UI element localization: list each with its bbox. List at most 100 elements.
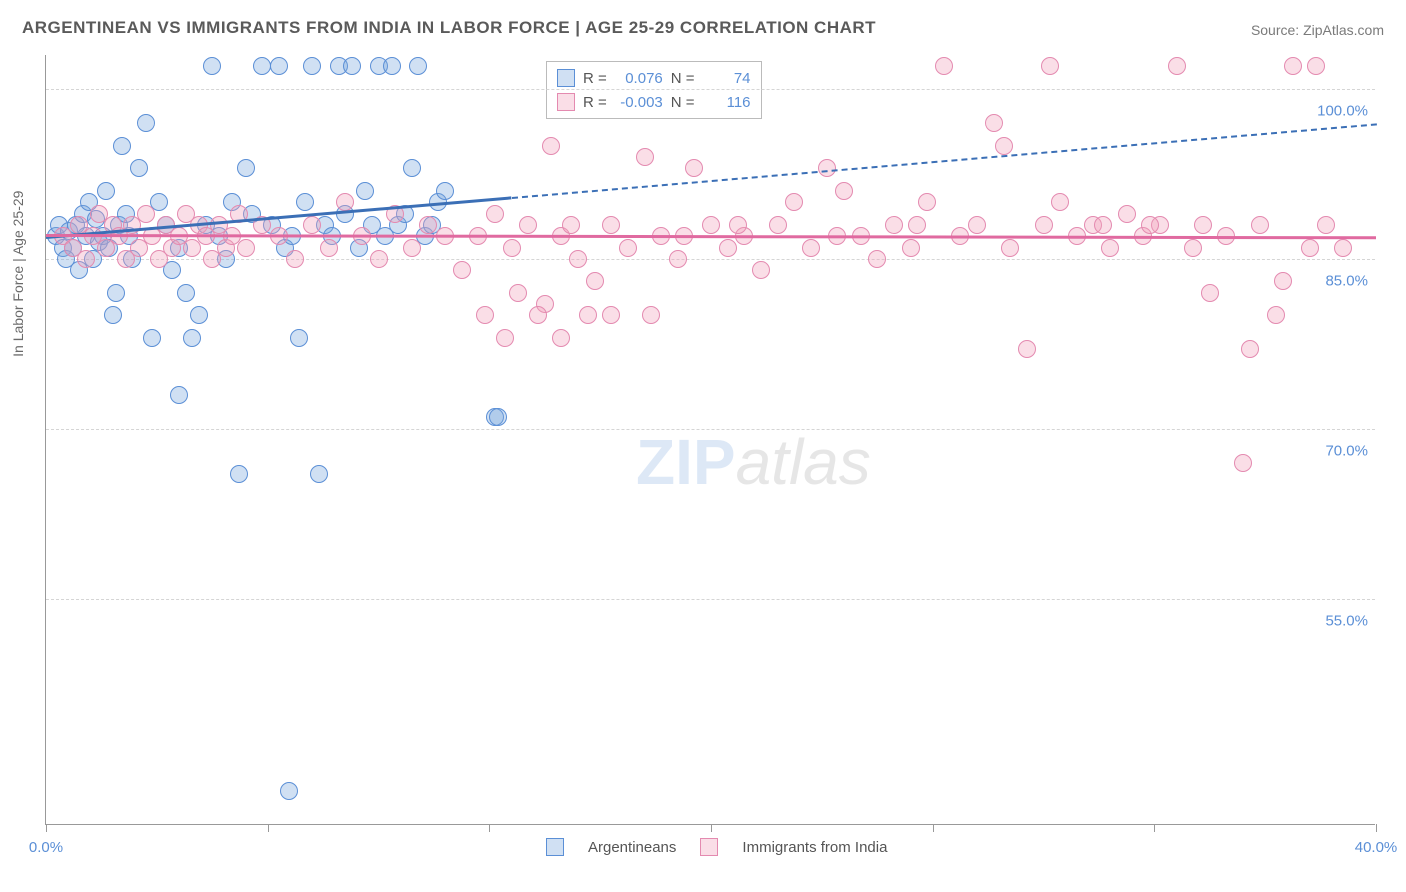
scatter-point [902,239,920,257]
scatter-point [569,250,587,268]
scatter-point [602,306,620,324]
scatter-point [1317,216,1335,234]
scatter-point [529,306,547,324]
scatter-point [1001,239,1019,257]
scatter-point [579,306,597,324]
scatter-point [1274,272,1292,290]
scatter-point [203,57,221,75]
scatter-point [1267,306,1285,324]
scatter-point [1035,216,1053,234]
scatter-point [642,306,660,324]
plot-area: ZIPatlas R = 0.076 N = 74 R = -0.003 N =… [45,55,1375,825]
scatter-point [1018,340,1036,358]
xtick-mark [711,824,712,832]
scatter-point [403,239,421,257]
scatter-point [280,782,298,800]
xtick-mark [46,824,47,832]
gridline-h [46,259,1375,260]
series1-swatch [557,69,575,87]
scatter-point [270,57,288,75]
scatter-point [237,159,255,177]
scatter-point [1194,216,1212,234]
scatter-point [1334,239,1352,257]
scatter-point [519,216,537,234]
scatter-point [1201,284,1219,302]
scatter-point [562,216,580,234]
scatter-point [918,193,936,211]
scatter-point [107,284,125,302]
scatter-point [177,284,195,302]
scatter-point [586,272,604,290]
legend-label-1: Argentineans [588,839,676,856]
scatter-point [1307,57,1325,75]
stats-row-2: R = -0.003 N = 116 [557,90,751,114]
scatter-point [602,216,620,234]
scatter-point [419,216,437,234]
watermark: ZIPatlas [636,425,871,499]
ytick-label: 100.0% [1317,102,1380,119]
scatter-point [1168,57,1186,75]
scatter-point [303,57,321,75]
n-label: N = [671,70,695,87]
stats-row-1: R = 0.076 N = 74 [557,66,751,90]
scatter-point [230,465,248,483]
scatter-point [130,159,148,177]
scatter-point [1094,216,1112,234]
scatter-point [290,329,308,347]
scatter-point [343,57,361,75]
gridline-h [46,429,1375,430]
scatter-point [1301,239,1319,257]
legend-swatch-1 [546,838,564,856]
scatter-point [496,329,514,347]
scatter-point [286,250,304,268]
scatter-point [503,239,521,257]
xtick-label: 40.0% [1355,839,1398,856]
scatter-point [303,216,321,234]
scatter-point [409,57,427,75]
scatter-point [237,239,255,257]
xtick-mark [268,824,269,832]
scatter-point [636,148,654,166]
scatter-point [968,216,986,234]
scatter-point [1184,239,1202,257]
scatter-point [486,205,504,223]
xtick-mark [933,824,934,832]
scatter-point [702,216,720,234]
scatter-point [719,239,737,257]
n-label: N = [671,94,695,111]
xtick-mark [1154,824,1155,832]
scatter-point [669,250,687,268]
ytick-label: 70.0% [1325,442,1380,459]
ytick-label: 85.0% [1325,272,1380,289]
gridline-h [46,89,1375,90]
source-prefix: Source: [1251,22,1303,38]
scatter-point [868,250,886,268]
scatter-point [1234,454,1252,472]
scatter-point [453,261,471,279]
scatter-point [785,193,803,211]
scatter-point [253,57,271,75]
scatter-point [729,216,747,234]
gridline-h [46,599,1375,600]
legend-label-2: Immigrants from India [742,839,887,856]
scatter-point [802,239,820,257]
scatter-point [1101,239,1119,257]
series1-n-value: 74 [703,70,751,87]
series1-r-value: 0.076 [615,70,663,87]
scatter-point [1251,216,1269,234]
bottom-legend: Argentineans Immigrants from India [546,838,887,856]
watermark-atlas: atlas [736,426,871,498]
scatter-point [818,159,836,177]
scatter-point [908,216,926,234]
scatter-point [170,386,188,404]
scatter-point [356,182,374,200]
scatter-point [476,306,494,324]
scatter-point [489,408,507,426]
scatter-point [1118,205,1136,223]
scatter-point [619,239,637,257]
y-axis-label: In Labor Force | Age 25-29 [10,191,26,357]
scatter-point [104,306,122,324]
series2-swatch [557,93,575,111]
scatter-point [885,216,903,234]
scatter-point [296,193,314,211]
